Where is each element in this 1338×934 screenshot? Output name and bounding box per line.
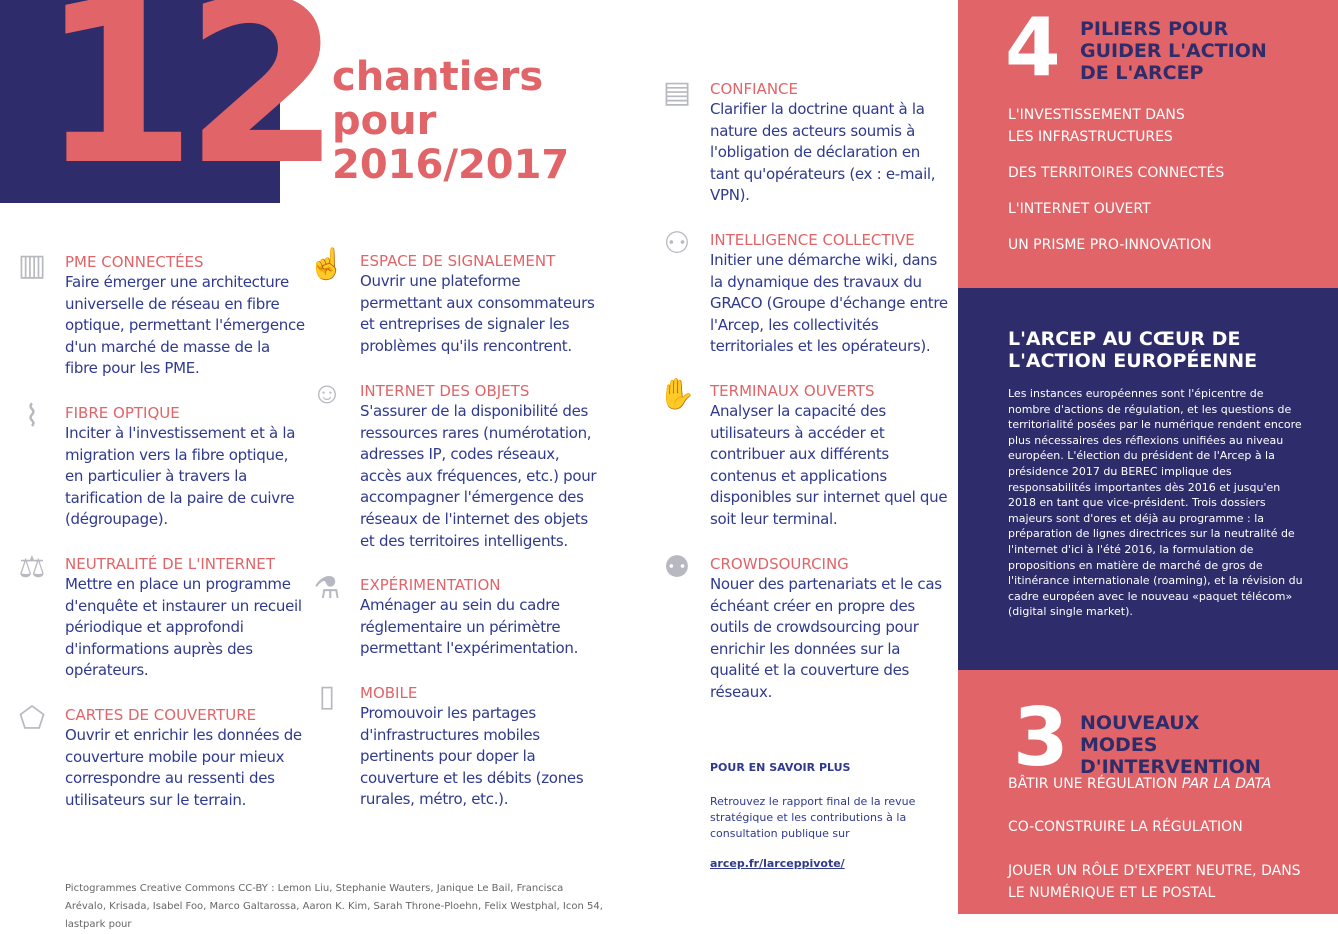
more-info: POUR EN SAVOIR PLUS Retrouvez le rapport…: [710, 760, 930, 872]
title-line: 2016/2017: [332, 142, 570, 188]
chantier-description: Mettre en place un programme d'enquête e…: [65, 575, 302, 680]
chantier-title: PME connectées: [65, 253, 204, 271]
chantier-title: Neutralité de l'internet: [65, 555, 275, 573]
chantier-item: Crowdsourcing Nouer des partenariats et l…: [710, 554, 950, 704]
chantier-description: Inciter à l'investissement et à la migra…: [65, 424, 296, 529]
chantier-title: Mobile: [360, 684, 418, 702]
chantier-title: Espace de signalement: [360, 252, 556, 270]
chantier-item: Fibre optique Inciter à l'investissement …: [65, 403, 305, 531]
chantier-item: PME connectées Faire émerger une architec…: [65, 252, 305, 380]
crowd-icon: ⚉: [663, 551, 691, 584]
scales-icon: ⚖: [18, 551, 46, 584]
mobile-wifi-icon: ▯: [318, 680, 336, 713]
chantier-title: Terminaux ouverts: [710, 382, 875, 400]
title-line: chantiers: [332, 54, 544, 100]
chantier-item: Terminaux ouverts Analyser la capacité de…: [710, 381, 950, 531]
chantier-item: Expérimentation Aménager au sein du cadre…: [360, 575, 600, 660]
chantier-item: Confiance Clarifier la doctrine quant à l…: [710, 79, 950, 207]
certificate-icon: ▤: [662, 76, 692, 109]
chantier-item: Mobile Promouvoir les partages d'infrastr…: [360, 683, 600, 811]
chantier-title: Intelligence collective: [710, 231, 915, 249]
flask-icon: ⚗: [313, 572, 341, 605]
hero-number: 12: [40, 0, 341, 215]
pillar-item: Des territoires connectés: [1008, 165, 1225, 181]
europe-panel: L'ARCEP AU CŒUR DE L'ACTION EUROPÉENNE L…: [958, 288, 1338, 670]
mode-item: Bâtir une régulation par la data: [1008, 776, 1272, 792]
chantier-description: Initier une démarche wiki, dans la dynam…: [710, 251, 948, 356]
chantier-title: Fibre optique: [65, 404, 180, 422]
pillars-number: 4: [1005, 1, 1061, 94]
credits: Pictogrammes Creative Commons CC-BY : Le…: [65, 883, 603, 930]
pillar-item: L'investissement dans les infrastructure…: [1008, 107, 1185, 145]
europe-text: Les instances européennes sont l'épicent…: [1008, 387, 1303, 619]
more-heading: POUR EN SAVOIR PLUS: [710, 761, 851, 774]
chantier-item: Cartes de couverture Ouvrir et enrichir l…: [65, 705, 305, 811]
hero-box: 12: [0, 0, 341, 203]
chantier-description: Nouer des partenariats et le cas échéant…: [710, 575, 942, 701]
mode-item: Co-construire la régulation: [1008, 819, 1243, 835]
modes-panel: 3 NOUVEAUX MODES D'INTERVENTION Bâtir un…: [958, 670, 1338, 914]
pillars-panel: 4 PILIERS POUR GUIDER L'ACTION DE L'ARCE…: [958, 0, 1338, 288]
chantier-description: Ouvrir une plateforme permettant aux con…: [360, 272, 595, 355]
mode-item: Jouer un rôle d'expert neutre, dans le n…: [1008, 863, 1301, 901]
pillars-heading: PILIERS POUR GUIDER L'ACTION DE L'ARCEP: [1080, 18, 1267, 84]
buildings-icon: ▥: [17, 249, 47, 282]
chantier-item: Neutralité de l'internet Mettre en place …: [65, 554, 305, 682]
chantier-description: Faire émerger une architecture universel…: [65, 273, 305, 378]
pillar-item: Un prisme pro-innovation: [1008, 237, 1212, 253]
robot-icon: ☺: [311, 377, 343, 410]
more-link[interactable]: arcep.fr/larceppivote/: [710, 857, 845, 870]
chantier-description: Aménager au sein du cadre réglementaire …: [360, 596, 579, 658]
people-board-icon: ⚇: [663, 227, 691, 260]
france-map-icon: ⬠: [18, 702, 46, 735]
report-hand-icon: ☝: [308, 248, 346, 281]
chantier-item: Espace de signalement Ouvrir une platefor…: [360, 251, 600, 357]
chantier-description: Clarifier la doctrine quant à la nature …: [710, 100, 936, 205]
pillar-item: L'internet ouvert: [1008, 201, 1151, 217]
page-title: chantiers pour 2016/2017: [332, 55, 569, 187]
modes-number: 3: [1013, 691, 1069, 784]
chantier-title: Confiance: [710, 80, 798, 98]
more-text: Retrouvez le rapport final de la revue s…: [710, 795, 916, 840]
chantier-item: Intelligence collective Initier une démar…: [710, 230, 950, 358]
hand-device-icon: ✋: [658, 378, 696, 411]
fiber-plug-icon: ⌇: [24, 400, 40, 433]
chantier-description: Promouvoir les partages d'infrastructure…: [360, 704, 584, 809]
europe-heading: L'ARCEP AU CŒUR DE L'ACTION EUROPÉENNE: [1008, 328, 1258, 372]
chantier-title: Expérimentation: [360, 576, 501, 594]
chantier-description: Analyser la capacité des utilisateurs à …: [710, 402, 948, 528]
chantier-title: Cartes de couverture: [65, 706, 257, 724]
chantier-title: Crowdsourcing: [710, 555, 849, 573]
title-line: pour: [332, 98, 437, 144]
chantier-item: Internet des objets S'assurer de la dispo…: [360, 381, 600, 552]
chantier-title: Internet des objets: [360, 382, 530, 400]
chantier-description: Ouvrir et enrichir les données de couver…: [65, 726, 302, 809]
chantier-description: S'assurer de la disponibilité des ressou…: [360, 402, 597, 550]
modes-heading: NOUVEAUX MODES D'INTERVENTION: [1080, 712, 1261, 778]
